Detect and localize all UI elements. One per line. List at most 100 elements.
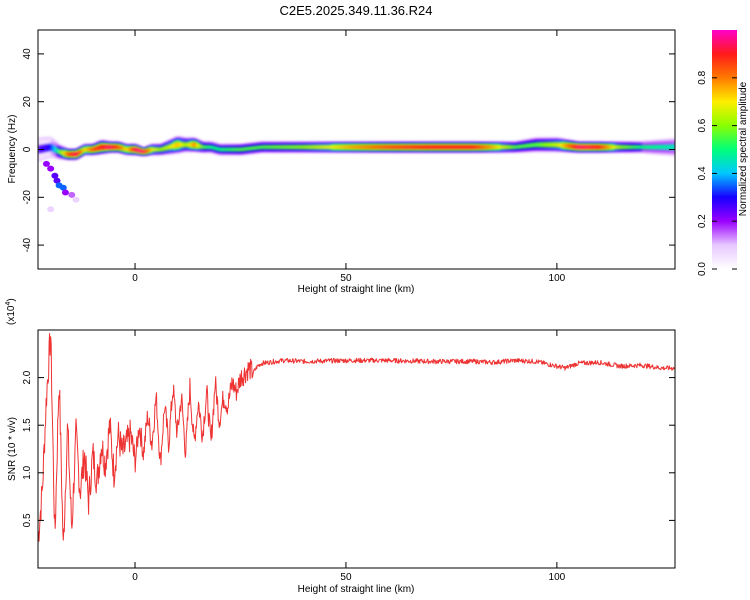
y-tick-label: -20 bbox=[22, 190, 33, 205]
y-tick-label: 0.5 bbox=[22, 513, 33, 527]
spectrogram-cell bbox=[540, 142, 543, 148]
spectrogram-cell bbox=[124, 147, 128, 152]
spectrogram-cell bbox=[202, 145, 206, 150]
spectrogram-cell bbox=[556, 142, 560, 148]
spectrogram-cell bbox=[491, 145, 495, 150]
spectrogram-cell bbox=[577, 145, 581, 150]
spectrogram-cell bbox=[69, 152, 73, 157]
spectrogram-cell bbox=[194, 142, 197, 148]
spectrogram-cell bbox=[449, 145, 453, 150]
spectrogram-cell bbox=[605, 145, 609, 150]
spectrogram-cell bbox=[318, 145, 322, 150]
spectrogram-cell bbox=[97, 145, 100, 151]
spectrogram-cell bbox=[371, 145, 374, 150]
spectrogram-blob bbox=[42, 160, 50, 167]
snr-panel: 0 50 100 0.5 1.0 1.5 2.0 Height of straight li… bbox=[5, 298, 676, 595]
spectrogram-cell bbox=[170, 143, 174, 149]
spectrogram-cell bbox=[120, 146, 123, 150]
spectrogram-cell bbox=[367, 145, 370, 150]
spectrogram-cell bbox=[466, 145, 469, 150]
spectrogram-cell bbox=[653, 144, 657, 150]
spectrogram-cell bbox=[312, 145, 315, 150]
spectrogram-cell bbox=[442, 145, 446, 150]
spectrogram-cell bbox=[626, 145, 630, 150]
spectrogram-cell bbox=[386, 145, 389, 150]
figure-title: C2E5.2025.349.11.36.R24 bbox=[280, 3, 433, 18]
spectrogram-cell bbox=[388, 145, 391, 150]
spectrogram-cell bbox=[457, 145, 461, 150]
spectrogram-cell bbox=[392, 145, 396, 150]
spectrogram-cell bbox=[196, 143, 199, 148]
spectrogram-cell bbox=[181, 142, 185, 148]
spectrogram-cell bbox=[423, 145, 427, 150]
spectrogram-cell bbox=[229, 147, 233, 152]
spectrogram-cell bbox=[596, 145, 600, 150]
spectrogram-cell bbox=[438, 145, 442, 150]
spectrogram-cell bbox=[78, 150, 81, 155]
spectrogram-cell bbox=[413, 145, 417, 150]
spectrogram-cell bbox=[101, 144, 104, 150]
spectrogram-cell bbox=[474, 145, 478, 150]
spectrogram-cell bbox=[613, 145, 617, 150]
y-tick-label: 1.5 bbox=[22, 418, 33, 432]
spectrogram-cell bbox=[523, 143, 526, 149]
spectrogram-cell bbox=[341, 145, 345, 150]
spectrogram-cell bbox=[624, 145, 628, 150]
spectrogram-blob bbox=[68, 191, 76, 198]
spectrogram-cell bbox=[143, 150, 147, 154]
snr-xlabel: Height of straight line (km) bbox=[298, 584, 415, 595]
spectrogram-cell bbox=[274, 145, 277, 150]
spectrogram-cells bbox=[38, 135, 675, 213]
colorbar-tick-label: 0.2 bbox=[697, 214, 708, 228]
spectrogram-cell bbox=[599, 145, 602, 150]
spectrogram-cell bbox=[52, 145, 56, 152]
spectrogram-cell bbox=[506, 145, 509, 150]
spectrogram-cell bbox=[84, 147, 88, 152]
spectrogram-cell bbox=[590, 145, 594, 150]
spectrogram-cell bbox=[297, 145, 301, 150]
spectrogram-cell bbox=[354, 145, 358, 150]
spectrogram-cell bbox=[322, 145, 326, 150]
spectrogram-blob bbox=[59, 184, 67, 191]
spectrogram-cell bbox=[130, 147, 134, 152]
spectrogram-cell bbox=[417, 145, 421, 150]
spectrogram-cell bbox=[504, 145, 507, 150]
spectrogram-cell bbox=[270, 145, 273, 150]
spectrogram-cell bbox=[307, 145, 311, 150]
spectrogram-cell bbox=[656, 144, 659, 150]
spectrogram-cell bbox=[139, 149, 142, 153]
spectrogram-cell bbox=[149, 147, 153, 152]
spectrogram-cell bbox=[185, 142, 189, 148]
spectrogram-cell bbox=[360, 145, 364, 150]
spectrogram-cell bbox=[615, 145, 619, 150]
spectrogram-cell bbox=[314, 145, 318, 150]
spectrogram-cell bbox=[377, 145, 381, 150]
spectrogram-cell bbox=[48, 143, 52, 151]
spectrogram-cell bbox=[242, 147, 246, 152]
spectrogram-cell bbox=[499, 145, 503, 150]
spectrogram-cell bbox=[172, 142, 176, 149]
spectrogram-ticks: 0 50 100 -40 -20 0 20 40 bbox=[22, 30, 675, 284]
spectrogram-cell bbox=[234, 147, 237, 152]
spectrogram-cell bbox=[497, 145, 501, 150]
spectrogram-cell bbox=[558, 142, 562, 148]
spectrogram-ylabel: Frequency (Hz) bbox=[7, 115, 18, 184]
spectrogram-cell bbox=[259, 145, 263, 150]
x-tick-label: 50 bbox=[340, 572, 352, 583]
y-tick-label: 1.0 bbox=[22, 465, 33, 479]
spectrogram-cell bbox=[345, 145, 349, 150]
spectrogram-cell bbox=[658, 144, 661, 150]
spectrogram-cell bbox=[305, 145, 309, 150]
spectrogram-cell bbox=[82, 148, 86, 153]
spectrogram-cell bbox=[394, 145, 398, 150]
spectrogram-frame bbox=[37, 29, 676, 270]
spectrogram-cell bbox=[109, 145, 113, 150]
y-tick-label: 20 bbox=[22, 96, 33, 108]
spectrogram-cell bbox=[299, 145, 303, 150]
spectrogram-blob bbox=[53, 177, 61, 184]
spectrogram-cell bbox=[628, 145, 632, 150]
spectrogram-cell bbox=[637, 145, 640, 150]
spectrogram-cell bbox=[428, 145, 431, 150]
spectrogram-cell bbox=[71, 152, 75, 157]
x-tick-label: 0 bbox=[132, 572, 138, 583]
